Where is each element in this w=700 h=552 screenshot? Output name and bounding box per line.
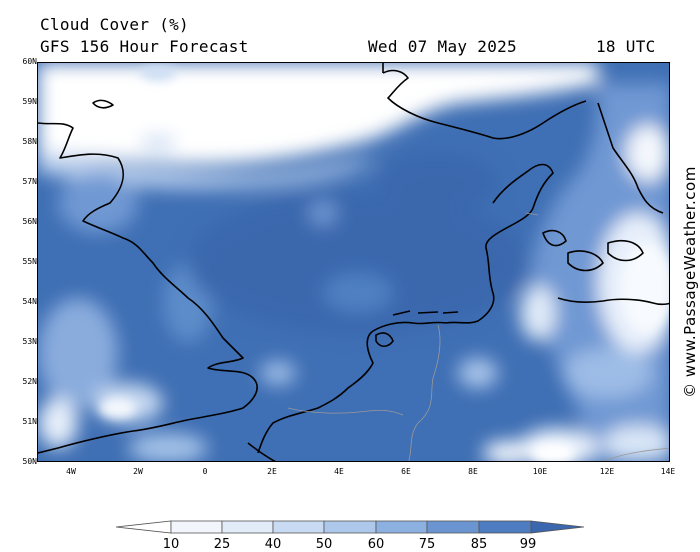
lat-label: 59N <box>22 97 37 106</box>
lat-label: 55N <box>22 257 37 266</box>
coastlines <box>38 63 669 461</box>
lon-label: 4W <box>66 467 76 476</box>
legend-swatch <box>478 520 532 534</box>
lat-label: 54N <box>22 297 37 306</box>
credit-text: © www.PassageWeather.com <box>681 166 699 398</box>
lon-label: 0 <box>202 467 208 476</box>
lon-label: 14E <box>660 467 676 476</box>
title-time: 18 UTC <box>596 37 656 56</box>
legend-swatch <box>272 520 325 534</box>
legend-swatch <box>375 520 428 534</box>
legend-arrow-high <box>530 520 585 534</box>
lat-label: 58N <box>22 137 37 146</box>
lat-label: 57N <box>22 177 37 186</box>
lon-label: 4E <box>334 467 344 476</box>
lat-label: 50N <box>22 457 37 466</box>
lat-label: 52N <box>22 377 37 386</box>
lat-label: 60N <box>22 57 37 66</box>
legend-colorbar <box>116 520 585 534</box>
lat-label: 56N <box>22 217 37 226</box>
title-model: GFS 156 Hour Forecast <box>40 37 249 56</box>
map-canvas <box>38 63 669 461</box>
legend-label: 25 <box>213 537 231 552</box>
legend-label: 85 <box>470 537 488 552</box>
legend-label: 99 <box>519 537 537 552</box>
cloud-cover-map <box>37 62 670 462</box>
legend-swatch <box>170 520 223 534</box>
lon-label: 10E <box>532 467 548 476</box>
legend-label: 75 <box>418 537 436 552</box>
legend-swatch <box>221 520 274 534</box>
lat-label: 51N <box>22 417 37 426</box>
legend-label: 50 <box>315 537 333 552</box>
cloud-highlights <box>100 65 669 461</box>
legend-label: 60 <box>367 537 385 552</box>
title-date: Wed 07 May 2025 <box>368 37 517 56</box>
lon-label: 6E <box>401 467 411 476</box>
lon-label: 2E <box>267 467 277 476</box>
legend-arrow-low <box>116 520 172 534</box>
lat-label: 53N <box>22 337 37 346</box>
borders <box>287 212 669 461</box>
lon-label: 12E <box>599 467 615 476</box>
lon-label: 2W <box>133 467 143 476</box>
legend-label: 40 <box>264 537 282 552</box>
legend-swatch <box>426 520 480 534</box>
title-variable: Cloud Cover (%) <box>40 15 189 34</box>
lon-label: 8E <box>468 467 478 476</box>
legend-swatch <box>323 520 377 534</box>
legend-label: 10 <box>162 537 180 552</box>
